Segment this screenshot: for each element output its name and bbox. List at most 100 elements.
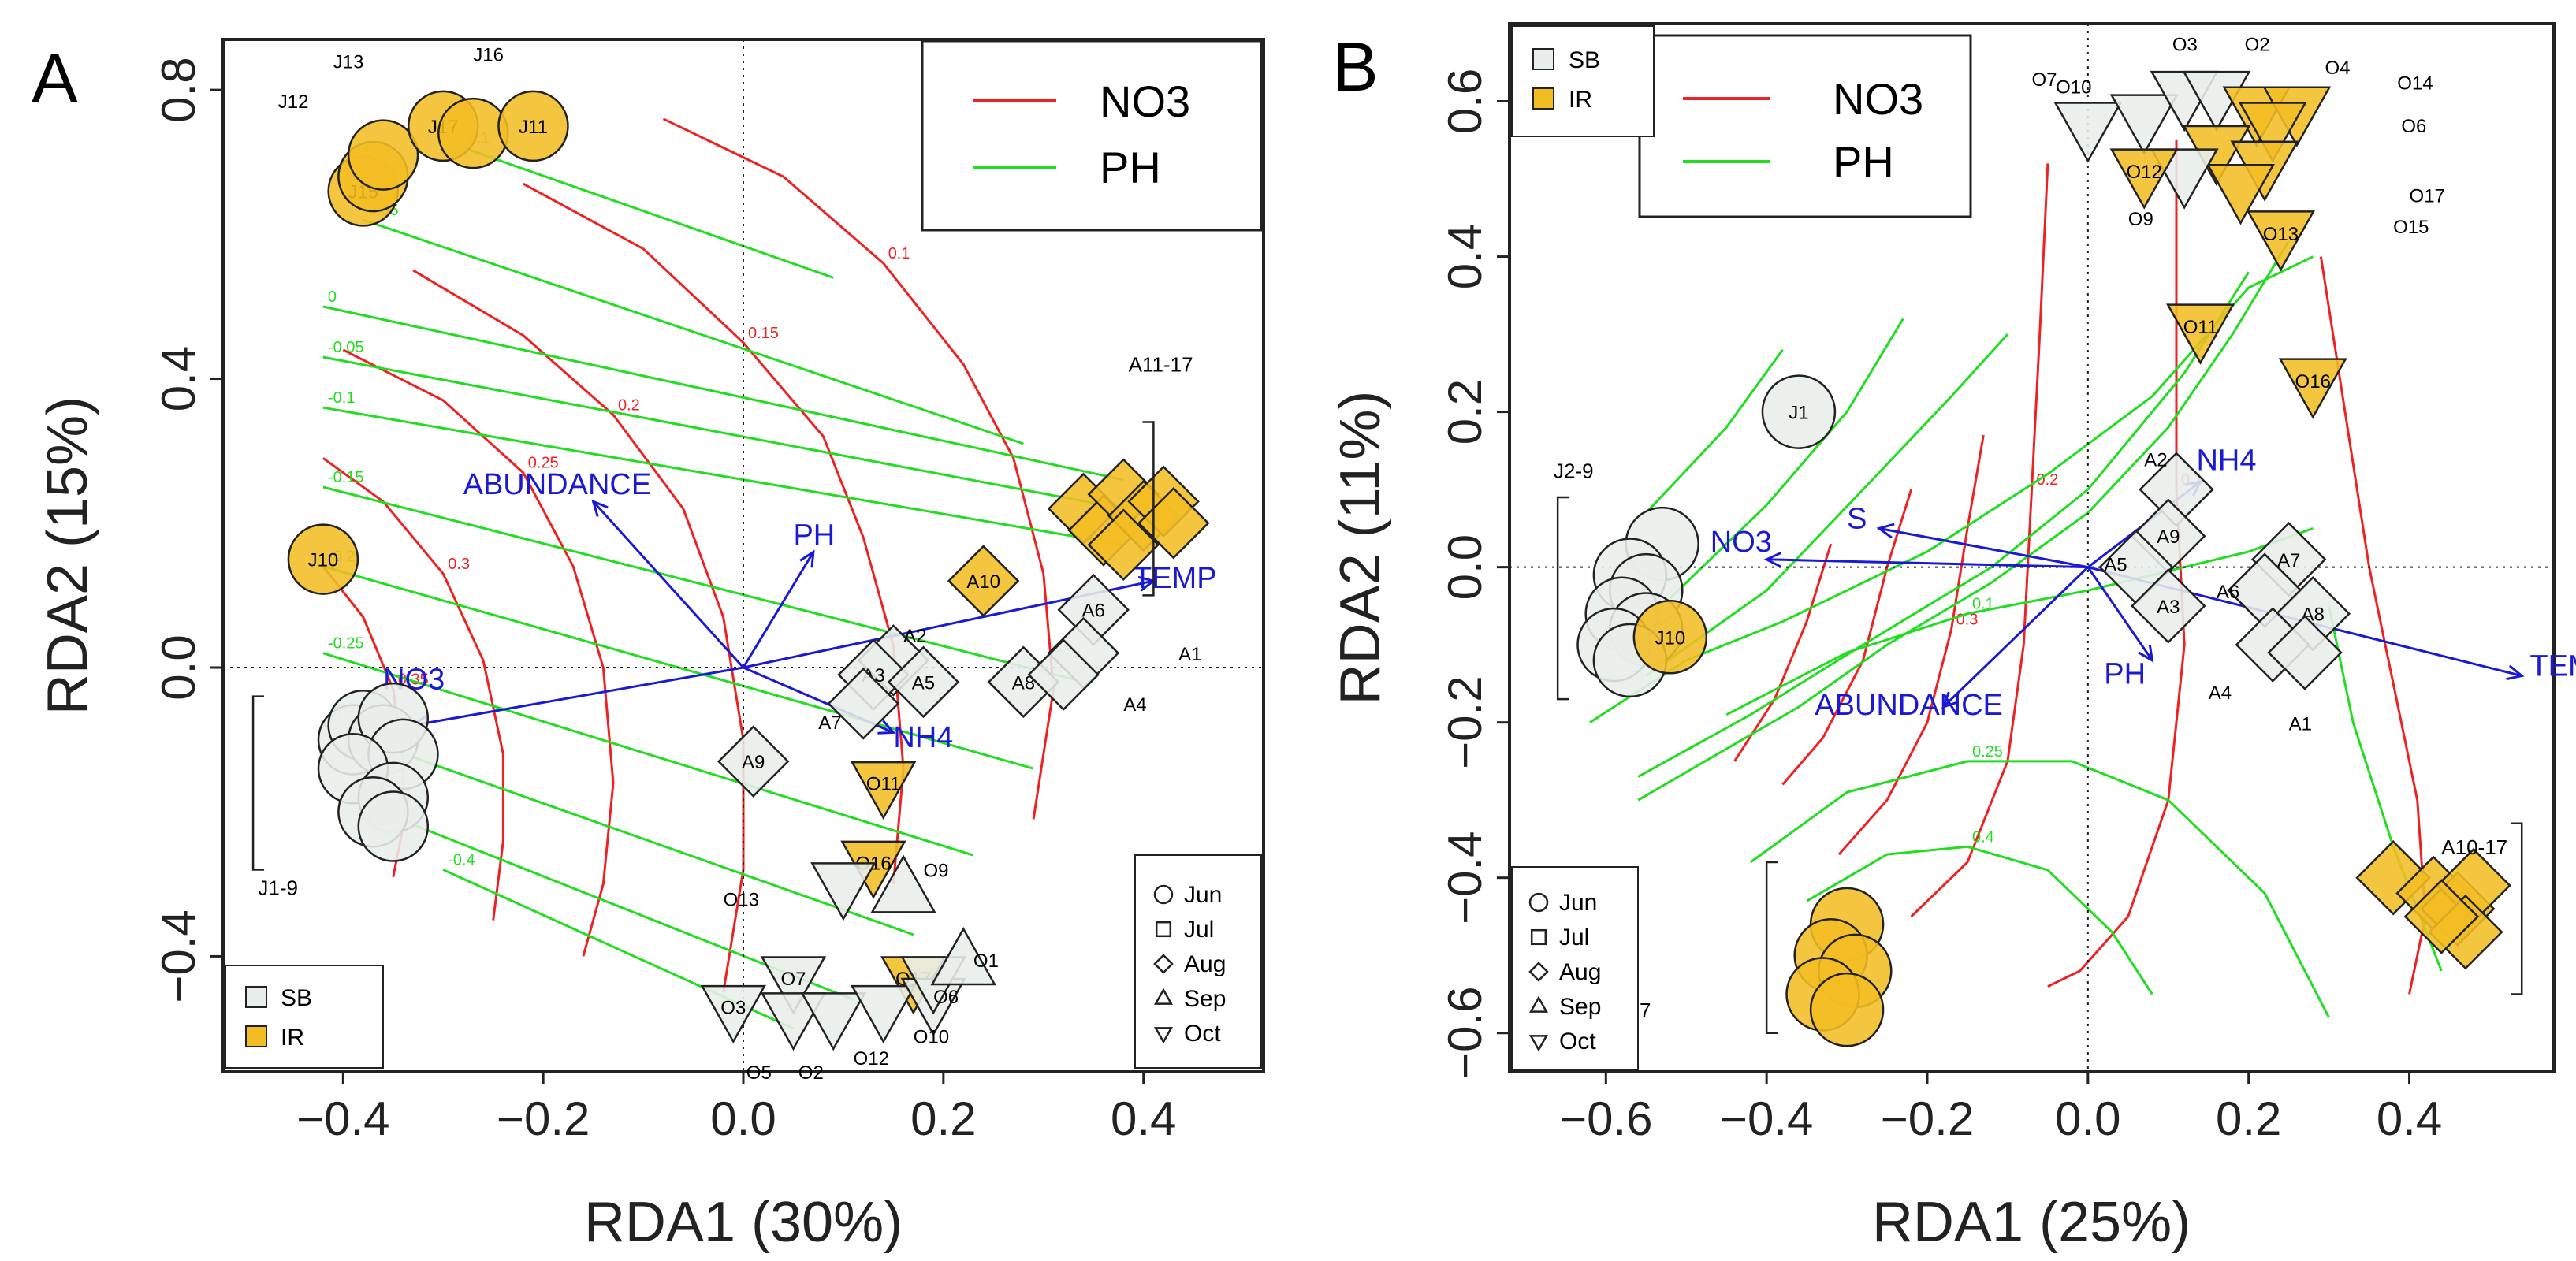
panel-b-label-j2-9: J2-9 xyxy=(1554,459,1594,482)
month-legend-jun-swatch xyxy=(1528,892,1549,913)
panel-a-no3-contour-label: 0.25 xyxy=(528,455,559,472)
panel-a-point-a9-label: A9 xyxy=(742,752,765,773)
panel-a-point-o3 xyxy=(700,984,767,1044)
panel-b-point-o12 xyxy=(2109,148,2179,210)
panel-b-point-o16 xyxy=(2278,358,2347,419)
panel-b-legend-box xyxy=(1638,34,1972,218)
panel-a-y-tick-label: 0.8 xyxy=(152,57,205,122)
month-legend-jul-label: Jul xyxy=(1559,924,1589,950)
panel-a-label-a11-17: A11-17 xyxy=(1129,352,1193,376)
panel-a: A 0.10.150.20.250.30.350.10.050-0.05-0.1… xyxy=(32,38,1265,1254)
panel-b-group-legend: SB IR xyxy=(1511,25,1655,137)
panel-b-label-o17: O17 xyxy=(2410,186,2445,207)
panel-b-label-o9: O9 xyxy=(2128,209,2153,230)
month-legend-jun-label: Jun xyxy=(1559,890,1597,916)
panel-a-point-j12 xyxy=(347,119,419,191)
panel-b-ph-contour-label: 0.25 xyxy=(1972,743,2003,761)
panel-b-vector-abundance xyxy=(1942,566,2089,709)
panel-b-x-axis-title: RDA1 (25%) xyxy=(1872,1191,2191,1254)
panel-a-point-o12 xyxy=(850,984,917,1044)
panel-a-label-a1: A1 xyxy=(1178,644,1201,665)
legend-b-ir-label: IR xyxy=(1569,87,1592,113)
panel-b-label-o4: O4 xyxy=(2325,58,2351,79)
panel-b-bracket xyxy=(2511,822,2523,995)
legend-b-no3-label: NO3 xyxy=(1833,74,1923,124)
panel-b-x-tick-label: 0.0 xyxy=(2055,1092,2120,1145)
panel-a-ph-contour-label: -0.25 xyxy=(328,635,364,653)
panel-b-point-o6 xyxy=(2238,102,2307,163)
panel-b-vector-nh4-label: NH4 xyxy=(2196,444,2256,477)
panel-a-ph-contour xyxy=(463,146,834,279)
panel-b-ph-contour xyxy=(1749,760,2330,1018)
panel-a-no3-contour-label: 0.15 xyxy=(748,325,779,342)
panel-b-point-o10 xyxy=(2109,94,2179,155)
panel-a-x-tick-label: −0.2 xyxy=(497,1092,590,1145)
panel-a-label-o1: O1 xyxy=(973,950,999,972)
panel-a-vector-ph xyxy=(742,551,815,668)
legend-sb-swatch xyxy=(245,986,267,1008)
panel-a-vector-temp-label: TEMP xyxy=(1134,562,1217,595)
panel-a-point-a5-label: A5 xyxy=(912,672,935,694)
panel-b-bracket xyxy=(1765,861,1778,1034)
panel-a-ph-contour xyxy=(322,355,1124,510)
panel-a-group-legend-box xyxy=(225,965,384,1069)
panel-a-point-o7-label: O7 xyxy=(780,969,806,990)
panel-b-point-a1 xyxy=(2267,615,2343,690)
panel-a-no3-contour xyxy=(412,269,745,993)
panel-b-vector-no3-label: NO3 xyxy=(1711,526,1772,559)
panel-b-y-tick-label: −0.2 xyxy=(1439,675,1491,768)
panel-b-label-a2: A2 xyxy=(2144,450,2167,471)
month-legend-sep-label: Sep xyxy=(1559,994,1601,1020)
panel-b-no3-contour-label: 0.2 xyxy=(2037,471,2059,489)
panel-b-vector-ph-arrowhead xyxy=(2138,644,2154,663)
panel-a-point-j11-label: J11 xyxy=(519,117,548,138)
legend-ir-label: IR xyxy=(281,1025,304,1051)
panel-a-point-a5 xyxy=(887,645,960,719)
panel-a-point-o11-label: O11 xyxy=(866,774,901,795)
panel-a-label-o12: O12 xyxy=(854,1048,889,1069)
month-legend-oct-swatch xyxy=(1528,1035,1549,1052)
panel-a-point-o2 xyxy=(800,992,866,1051)
panel-a-label-a2: A2 xyxy=(903,626,926,647)
panel-b-label-o14: O14 xyxy=(2397,73,2433,95)
panel-b-y-axis-title: RDA2 (11%) xyxy=(1329,391,1392,705)
panel-a-point-a10 xyxy=(947,545,1020,617)
panel-b-ph-contour-label: 0.4 xyxy=(1972,828,1994,846)
panel-a-vector-nh4-label: NH4 xyxy=(893,721,953,754)
panel-a-point-o1 xyxy=(930,927,996,986)
panel-b-vector-temp-label: TEMP xyxy=(2529,650,2576,683)
legend-no3-label: NO3 xyxy=(1100,76,1190,126)
panel-a-y-tick-label: 0.4 xyxy=(152,346,205,411)
panel-a-y-tick-label: 0.0 xyxy=(152,634,205,700)
panel-a-x-tick-label: −0.4 xyxy=(296,1092,389,1145)
panel-b-y-tick-label: −0.6 xyxy=(1439,987,1491,1080)
legend-b-sb-swatch xyxy=(1532,48,1554,70)
panel-b-point-j1 xyxy=(1761,374,1837,449)
panel-b-ph-contour xyxy=(1637,240,2290,802)
panel-b-ph-contour xyxy=(1637,271,2250,778)
panel-b-bracket xyxy=(1556,496,1569,701)
panel-a-legend: NO3 PH xyxy=(921,39,1263,232)
panel-a-vector-abundance xyxy=(592,500,745,668)
panel-a-no3-contour xyxy=(342,348,615,957)
panel-b-x-tick-label: −0.2 xyxy=(1881,1092,1974,1145)
panel-b-label-o3: O3 xyxy=(2172,34,2198,55)
panel-b-ph-contour xyxy=(1725,526,2314,716)
month-legend-aug-swatch xyxy=(1153,954,1174,974)
panel-b-x-tick-label: −0.6 xyxy=(1559,1092,1652,1145)
panel-a-label-j13: J13 xyxy=(333,52,364,73)
panel-a-point-a11-17f xyxy=(1087,508,1160,582)
panel-b-point-o15 xyxy=(2206,164,2276,225)
legend-ir-swatch xyxy=(245,1025,267,1047)
panel-b-no3-contour xyxy=(1733,543,1833,762)
month-legend-jun-swatch xyxy=(1153,884,1174,905)
panel-b-point-o7 xyxy=(2053,102,2123,163)
panel-b-point-j1-label: J1 xyxy=(1789,403,1808,424)
panel-a-label-j16: J16 xyxy=(473,44,504,65)
month-legend-oct-label: Oct xyxy=(1184,1021,1221,1047)
panel-b-ph-contour xyxy=(1645,348,1784,514)
panel-a-label-a4: A4 xyxy=(1123,694,1146,716)
panel-b-vector-s-arrowhead xyxy=(1876,523,1895,539)
panel-a-no3-contour-label: 0.1 xyxy=(888,245,910,262)
panel-a-label-o10: O10 xyxy=(914,1026,949,1047)
